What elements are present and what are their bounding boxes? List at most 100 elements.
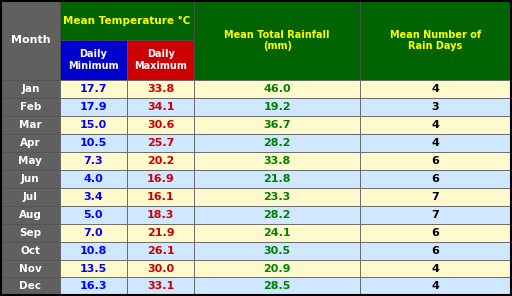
Bar	[60, 40, 127, 80]
Bar	[1, 80, 60, 98]
Bar	[1, 1, 60, 80]
Bar	[1, 152, 60, 170]
Text: 21.9: 21.9	[147, 228, 175, 238]
Text: 13.5: 13.5	[80, 263, 107, 274]
Text: 4: 4	[432, 84, 439, 94]
Bar	[360, 206, 511, 224]
Bar	[194, 224, 360, 242]
Bar	[194, 116, 360, 134]
Bar	[1, 98, 60, 116]
Bar	[1, 134, 60, 152]
Bar	[60, 260, 127, 277]
Bar	[127, 98, 194, 116]
Bar	[360, 170, 511, 188]
Text: 24.1: 24.1	[263, 228, 291, 238]
Text: 20.9: 20.9	[263, 263, 291, 274]
Bar	[1, 188, 60, 206]
Text: 6: 6	[432, 174, 439, 184]
Text: 33.8: 33.8	[264, 156, 291, 166]
Text: Feb: Feb	[19, 102, 41, 112]
Text: 7.3: 7.3	[83, 156, 103, 166]
Text: Oct: Oct	[20, 246, 40, 255]
Bar	[127, 224, 194, 242]
Bar	[60, 170, 127, 188]
Bar	[1, 170, 60, 188]
Bar	[60, 206, 127, 224]
Text: Jun: Jun	[21, 174, 39, 184]
Text: 7.0: 7.0	[83, 228, 103, 238]
Bar	[60, 1, 194, 40]
Text: Mean Number of
Rain Days: Mean Number of Rain Days	[390, 30, 481, 51]
Bar	[194, 98, 360, 116]
Text: Sep: Sep	[19, 228, 41, 238]
Text: 4.0: 4.0	[83, 174, 103, 184]
Text: 34.1: 34.1	[147, 102, 175, 112]
Text: 3: 3	[432, 102, 439, 112]
Bar	[360, 134, 511, 152]
Bar	[360, 242, 511, 260]
Bar	[60, 152, 127, 170]
Bar	[127, 170, 194, 188]
Bar	[360, 224, 511, 242]
Bar	[194, 277, 360, 295]
Text: 18.3: 18.3	[147, 210, 174, 220]
Bar	[194, 152, 360, 170]
Text: 30.5: 30.5	[264, 246, 291, 255]
Text: 6: 6	[432, 156, 439, 166]
Bar	[360, 188, 511, 206]
Text: 19.2: 19.2	[263, 102, 291, 112]
Bar	[360, 116, 511, 134]
Text: 36.7: 36.7	[263, 120, 291, 130]
Bar	[360, 152, 511, 170]
Bar	[194, 80, 360, 98]
Text: May: May	[18, 156, 42, 166]
Text: Daily
Maximum: Daily Maximum	[134, 49, 187, 71]
Text: 16.3: 16.3	[79, 281, 107, 292]
Text: 33.8: 33.8	[147, 84, 174, 94]
Text: 5.0: 5.0	[83, 210, 103, 220]
Bar	[360, 1, 511, 80]
Text: Mar: Mar	[19, 120, 41, 130]
Text: Nov: Nov	[19, 263, 41, 274]
Text: 30.0: 30.0	[147, 263, 174, 274]
Text: 23.3: 23.3	[264, 192, 291, 202]
Bar	[60, 188, 127, 206]
Text: Dec: Dec	[19, 281, 41, 292]
Bar	[60, 134, 127, 152]
Text: Jul: Jul	[23, 192, 38, 202]
Bar	[60, 224, 127, 242]
Text: 25.7: 25.7	[147, 138, 174, 148]
Text: 20.2: 20.2	[147, 156, 174, 166]
Bar	[60, 80, 127, 98]
Bar	[194, 1, 360, 80]
Text: 7: 7	[432, 210, 439, 220]
Text: 28.2: 28.2	[263, 210, 291, 220]
Bar	[194, 206, 360, 224]
Text: 46.0: 46.0	[263, 84, 291, 94]
Bar	[127, 152, 194, 170]
Bar	[60, 116, 127, 134]
Text: 33.1: 33.1	[147, 281, 174, 292]
Text: 4: 4	[432, 120, 439, 130]
Bar	[127, 80, 194, 98]
Text: 3.4: 3.4	[83, 192, 103, 202]
Text: 6: 6	[432, 228, 439, 238]
Text: 30.6: 30.6	[147, 120, 174, 130]
Text: Jan: Jan	[21, 84, 39, 94]
Bar	[360, 277, 511, 295]
Bar	[1, 116, 60, 134]
Bar	[127, 242, 194, 260]
Bar	[360, 98, 511, 116]
Text: 15.0: 15.0	[80, 120, 107, 130]
Bar	[127, 260, 194, 277]
Text: 10.5: 10.5	[80, 138, 107, 148]
Bar	[194, 242, 360, 260]
Text: 26.1: 26.1	[147, 246, 175, 255]
Bar	[127, 188, 194, 206]
Text: 16.1: 16.1	[147, 192, 175, 202]
Bar	[60, 242, 127, 260]
Bar	[360, 80, 511, 98]
Text: 21.8: 21.8	[263, 174, 291, 184]
Bar	[194, 170, 360, 188]
Text: Mean Total Rainfall
(mm): Mean Total Rainfall (mm)	[224, 30, 330, 51]
